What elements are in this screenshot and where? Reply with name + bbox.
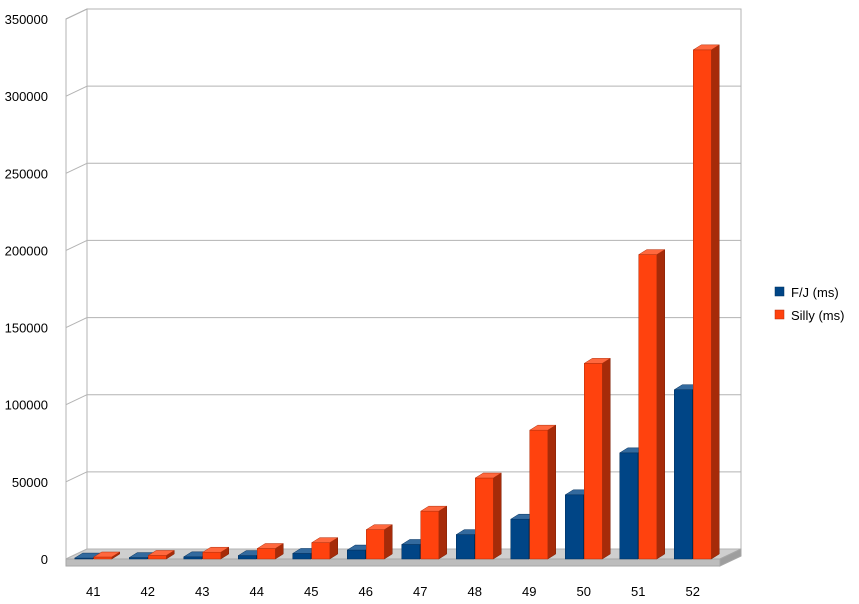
legend-label: F/J (ms) (791, 285, 839, 300)
x-tick-label: 47 (413, 584, 427, 599)
bar (256, 543, 285, 560)
bar-front (292, 553, 311, 560)
bar-side (438, 505, 447, 560)
legend-swatch (774, 309, 785, 320)
bar-side (656, 249, 665, 560)
x-tick-label: 51 (631, 584, 645, 599)
bar-front (638, 254, 657, 560)
grid-line-side (65, 8, 88, 20)
grid-line-side (65, 239, 88, 251)
bars (73, 44, 721, 560)
bar (92, 551, 121, 560)
x-tick-label: 52 (686, 584, 700, 599)
bar-top (92, 551, 121, 558)
bar-top (637, 249, 666, 255)
bar (637, 249, 666, 560)
bar (474, 472, 503, 560)
bar-front (311, 542, 330, 560)
bar (419, 505, 448, 560)
grid-line-side (65, 394, 88, 406)
bar-front (565, 494, 584, 560)
legend: F/J (ms) Silly (ms) (774, 285, 844, 323)
grid-lines (65, 8, 741, 483)
y-tick-label: 250000 (5, 166, 48, 181)
bar-front (456, 534, 475, 560)
bar-front (475, 477, 494, 560)
y-axis-tick-labels: 0 50000 100000 150000 200000 250000 300000 3500… (5, 12, 48, 567)
bar-top (474, 472, 503, 479)
bar-top (528, 424, 557, 431)
bar-top (310, 537, 339, 543)
floor-side (719, 548, 742, 567)
x-tick-label: 43 (195, 584, 209, 599)
bar-front (674, 389, 693, 560)
bar-side (711, 44, 720, 560)
grid-line-side (65, 162, 88, 174)
bar-top (256, 543, 285, 549)
grid-line-side (65, 471, 88, 483)
bar-side (384, 524, 393, 560)
bar (147, 550, 176, 560)
bar-top (419, 505, 448, 512)
y-tick-label: 100000 (5, 398, 48, 413)
bar (528, 424, 557, 560)
x-tick-label: 45 (304, 584, 318, 599)
bar-front (238, 555, 257, 560)
bar-top (692, 44, 721, 51)
bar-front (257, 548, 276, 560)
grid-line-side (65, 85, 88, 97)
bar-front (510, 518, 529, 560)
bar-top (365, 524, 394, 530)
y-tick-label: 350000 (5, 12, 48, 27)
bar (583, 357, 612, 560)
bar (201, 546, 230, 560)
bar-front (584, 363, 603, 560)
x-tick-label: 44 (250, 584, 264, 599)
x-tick-label: 49 (522, 584, 536, 599)
bar-front (347, 549, 366, 560)
legend-label: Silly (ms) (791, 308, 844, 323)
bar-front (401, 544, 420, 560)
bar (365, 524, 394, 560)
legend-swatch (774, 286, 785, 297)
bar-front (529, 429, 548, 560)
bar-top (201, 546, 230, 553)
bar-front (202, 551, 221, 560)
bar (692, 44, 721, 560)
bar-front (619, 452, 638, 560)
x-tick-label: 46 (359, 584, 373, 599)
bar-front (366, 529, 385, 560)
y-tick-label: 0 (41, 552, 48, 567)
y-tick-label: 150000 (5, 321, 48, 336)
bar-front (148, 555, 167, 560)
bar (310, 537, 339, 560)
y-tick-label: 300000 (5, 89, 48, 104)
x-tick-label: 50 (577, 584, 591, 599)
y-tick-label: 50000 (12, 475, 48, 490)
bar-front (693, 49, 712, 560)
bar-top (583, 358, 612, 364)
x-axis-tick-labels: 41 42 43 44 45 46 47 48 49 50 51 52 (86, 584, 700, 599)
bar-side (602, 357, 611, 560)
bar-front (420, 510, 439, 560)
bar-side (547, 424, 556, 560)
y-tick-label: 200000 (5, 243, 48, 258)
x-tick-label: 41 (86, 584, 100, 599)
bar-front (93, 556, 112, 560)
grid-line-side (65, 317, 88, 329)
x-tick-label: 42 (141, 584, 155, 599)
chart-walls (65, 8, 742, 567)
bar-front (183, 556, 202, 560)
floor-front (65, 558, 721, 567)
bar-side (493, 472, 502, 560)
x-tick-label: 48 (468, 584, 482, 599)
bar-top (147, 550, 176, 556)
